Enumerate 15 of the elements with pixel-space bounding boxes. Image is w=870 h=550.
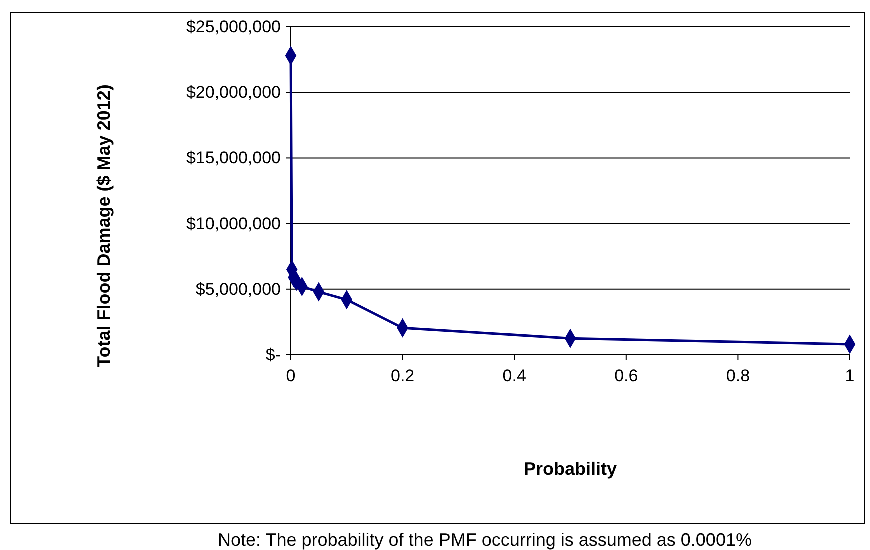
y-tick-label: $- [266, 345, 281, 364]
y-tick-label: $5,000,000 [196, 280, 281, 299]
text: Note: The probability of the PMF occurring is assumed as 0.0001% [218, 530, 752, 550]
x-axis-title: Probability [524, 459, 618, 479]
x-tick-label: 1 [845, 366, 855, 386]
y-axis-title: Total Flood Damage ($ May 2012) [94, 84, 114, 368]
y-tick-label: $15,000,000 [186, 148, 281, 168]
x-tick-label: 0.2 [390, 366, 415, 386]
y-tick-label: $20,000,000 [186, 83, 281, 102]
x-tick-label: 0 [286, 366, 296, 386]
y-tick-label: $25,000,000 [186, 17, 281, 36]
x-tick-label: 0.8 [726, 366, 750, 386]
y-tick-label: $10,000,000 [186, 214, 281, 234]
x-tick-label: 0.6 [614, 366, 638, 386]
x-tick-label: 0.4 [502, 366, 526, 386]
